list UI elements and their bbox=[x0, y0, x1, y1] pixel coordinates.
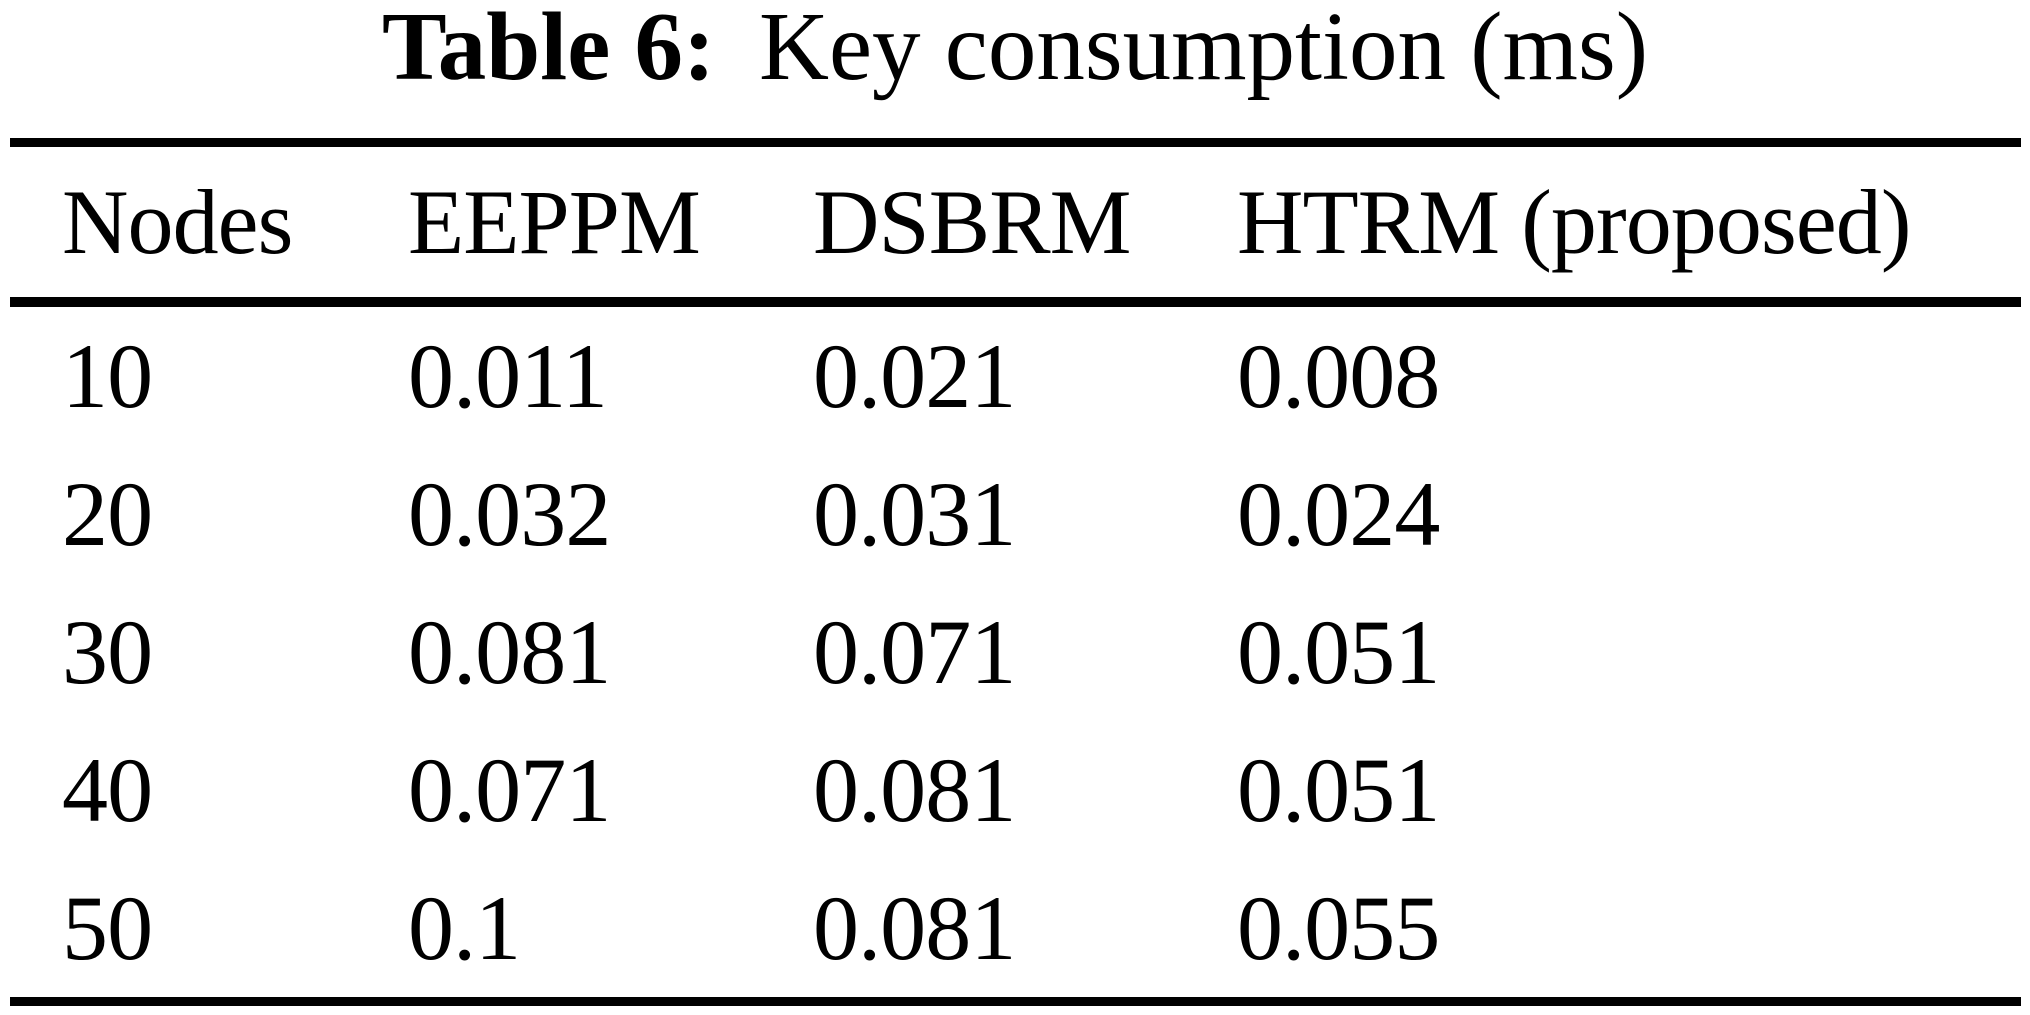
cell-dsbrm: 0.081 bbox=[813, 877, 1016, 979]
cell-eeppm: 0.071 bbox=[408, 739, 611, 841]
cell-eeppm: 0.1 bbox=[408, 877, 521, 979]
cell-nodes: 30 bbox=[62, 601, 153, 703]
col-header-eeppm: EEPPM bbox=[408, 171, 701, 273]
table-header-row: Nodes EEPPM DSBRM HTRM (proposed) bbox=[10, 147, 2021, 307]
col-header-htrm: HTRM (proposed) bbox=[1237, 171, 1911, 273]
cell-nodes: 50 bbox=[62, 877, 153, 979]
table-row: 50 0.1 0.081 0.055 bbox=[10, 859, 2021, 997]
cell-dsbrm: 0.071 bbox=[813, 601, 1016, 703]
table-row: 20 0.032 0.031 0.024 bbox=[10, 445, 2021, 583]
cell-dsbrm: 0.031 bbox=[813, 463, 1016, 565]
table-caption: Table 6: Key consumption (ms) bbox=[0, 0, 2030, 102]
cell-nodes: 20 bbox=[62, 463, 153, 565]
cell-htrm: 0.008 bbox=[1237, 325, 1440, 427]
cell-nodes: 40 bbox=[62, 739, 153, 841]
cell-htrm: 0.051 bbox=[1237, 601, 1440, 703]
cell-dsbrm: 0.081 bbox=[813, 739, 1016, 841]
col-header-dsbrm: DSBRM bbox=[813, 171, 1131, 273]
key-consumption-table: Nodes EEPPM DSBRM HTRM (proposed) 10 0.0… bbox=[10, 138, 2021, 1006]
cell-eeppm: 0.011 bbox=[408, 325, 608, 427]
table-row: 40 0.071 0.081 0.051 bbox=[10, 721, 2021, 859]
cell-htrm: 0.055 bbox=[1237, 877, 1440, 979]
cell-nodes: 10 bbox=[62, 325, 153, 427]
cell-htrm: 0.051 bbox=[1237, 739, 1440, 841]
table-row: 10 0.011 0.021 0.008 bbox=[10, 307, 2021, 445]
cell-eeppm: 0.081 bbox=[408, 601, 611, 703]
cell-eeppm: 0.032 bbox=[408, 463, 611, 565]
cell-dsbrm: 0.021 bbox=[813, 325, 1016, 427]
caption-title: Key consumption (ms) bbox=[758, 0, 1648, 100]
table-row: 30 0.081 0.071 0.051 bbox=[10, 583, 2021, 721]
caption-label: Table 6: bbox=[382, 0, 716, 100]
cell-htrm: 0.024 bbox=[1237, 463, 1440, 565]
col-header-nodes: Nodes bbox=[62, 171, 293, 273]
